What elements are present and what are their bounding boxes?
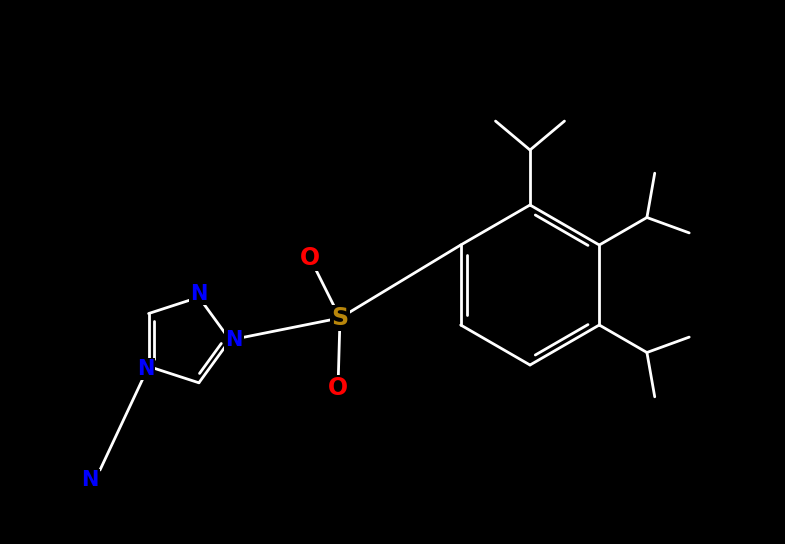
Text: O: O: [328, 376, 348, 400]
Text: O: O: [300, 246, 320, 270]
Text: N: N: [82, 470, 99, 490]
Text: N: N: [225, 330, 243, 350]
Text: N: N: [137, 360, 155, 380]
Text: S: S: [331, 306, 349, 330]
Text: N: N: [190, 284, 207, 304]
